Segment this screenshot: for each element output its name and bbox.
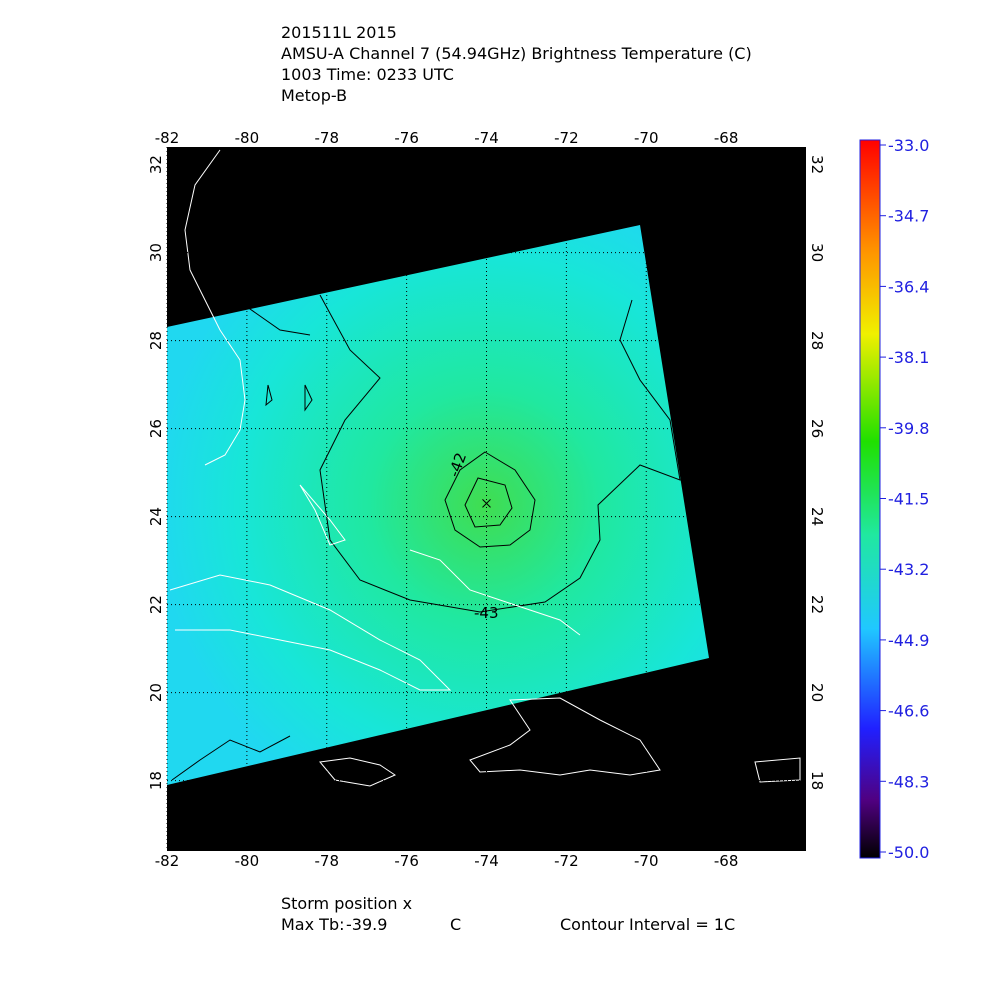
contours <box>171 294 681 781</box>
x-tick-label: -74 <box>474 129 499 147</box>
y-tick-label: 32 <box>147 155 165 174</box>
storm-position-note: Storm position x <box>281 894 412 913</box>
title-line: 201511L 2015 <box>281 23 397 42</box>
y-tick-label: 30 <box>147 243 165 262</box>
colorbar-tick-label: -41.5 <box>888 490 929 509</box>
x-tick-label: -78 <box>315 129 340 147</box>
x-tick-label: -70 <box>634 852 659 870</box>
colorbar-tick-label: -43.2 <box>888 560 929 579</box>
y-tick-label: 28 <box>808 331 826 350</box>
max-tb-unit: C <box>450 915 461 934</box>
max-tb-value: -39.9 <box>346 915 387 934</box>
coastlines <box>169 149 801 787</box>
storm-marker <box>482 499 491 508</box>
colorbar-ticks: -33.0 -34.7 -36.4 -38.1 -39.8 -41.5 -43.2 -44.9… <box>880 136 929 862</box>
storm-layer <box>482 499 491 508</box>
title-line: AMSU-A Channel 7 (54.94GHz) Brightness T… <box>281 44 752 63</box>
colorbar-tick-label: -44.9 <box>888 631 929 650</box>
y-tick-label: 24 <box>147 507 165 526</box>
colorbar-tick-label: -38.1 <box>888 348 929 367</box>
y-tick-label: 28 <box>147 331 165 350</box>
y-tick-label: 32 <box>808 155 826 174</box>
x-tick-label: -76 <box>394 129 419 147</box>
contour-label: -43 <box>474 604 499 622</box>
colorbar-tick-label: -33.0 <box>888 136 929 155</box>
max-tb-label: Max Tb: <box>281 915 344 934</box>
title-line: 1003 Time: 0233 UTC <box>281 65 454 84</box>
x-tick-label: -82 <box>155 129 180 147</box>
x-tick-label: -82 <box>155 852 180 870</box>
colorbar-tick-label: -48.3 <box>888 772 929 791</box>
x-tick-label: -80 <box>235 852 260 870</box>
x-tick-label: -72 <box>554 129 579 147</box>
y-tick-label: 30 <box>808 243 826 262</box>
footer: Storm position x Max Tb: -39.9 C Contour… <box>281 894 735 934</box>
axis-labels: -82 -82 -80 -80 -78 -78 -76 -76 -74 -74 -72 -72 -70 -… <box>147 129 826 870</box>
colorbar <box>859 139 881 859</box>
contour-interval: Contour Interval = 1C <box>560 915 735 934</box>
x-tick-label: -76 <box>394 852 419 870</box>
x-tick-label: -74 <box>474 852 499 870</box>
x-tick-label: -68 <box>714 129 739 147</box>
y-tick-label: 20 <box>147 683 165 702</box>
header: 201511L 2015 AMSU-A Channel 7 (54.94GHz)… <box>281 23 752 105</box>
x-tick-label: -70 <box>634 129 659 147</box>
grid <box>166 147 806 851</box>
colorbar-tick-label: -34.7 <box>888 207 929 226</box>
y-tick-label: 26 <box>808 419 826 438</box>
y-tick-label: 26 <box>147 419 165 438</box>
x-tick-label: -68 <box>714 852 739 870</box>
colorbar-tick-label: -36.4 <box>888 277 929 296</box>
y-tick-label: 18 <box>808 771 826 790</box>
y-tick-label: 22 <box>808 595 826 614</box>
colorbar-tick-label: -39.8 <box>888 419 929 438</box>
x-tick-label: -78 <box>315 852 340 870</box>
x-tick-label: -72 <box>554 852 579 870</box>
y-tick-label: 18 <box>147 771 165 790</box>
y-tick-label: 22 <box>147 595 165 614</box>
y-tick-label: 20 <box>808 683 826 702</box>
colorbar-tick-label: -46.6 <box>888 702 929 721</box>
y-tick-label: 24 <box>808 507 826 526</box>
title-line: Metop-B <box>281 86 347 105</box>
colorbar-tick-label: -50.0 <box>888 843 929 862</box>
x-tick-label: -80 <box>235 129 260 147</box>
